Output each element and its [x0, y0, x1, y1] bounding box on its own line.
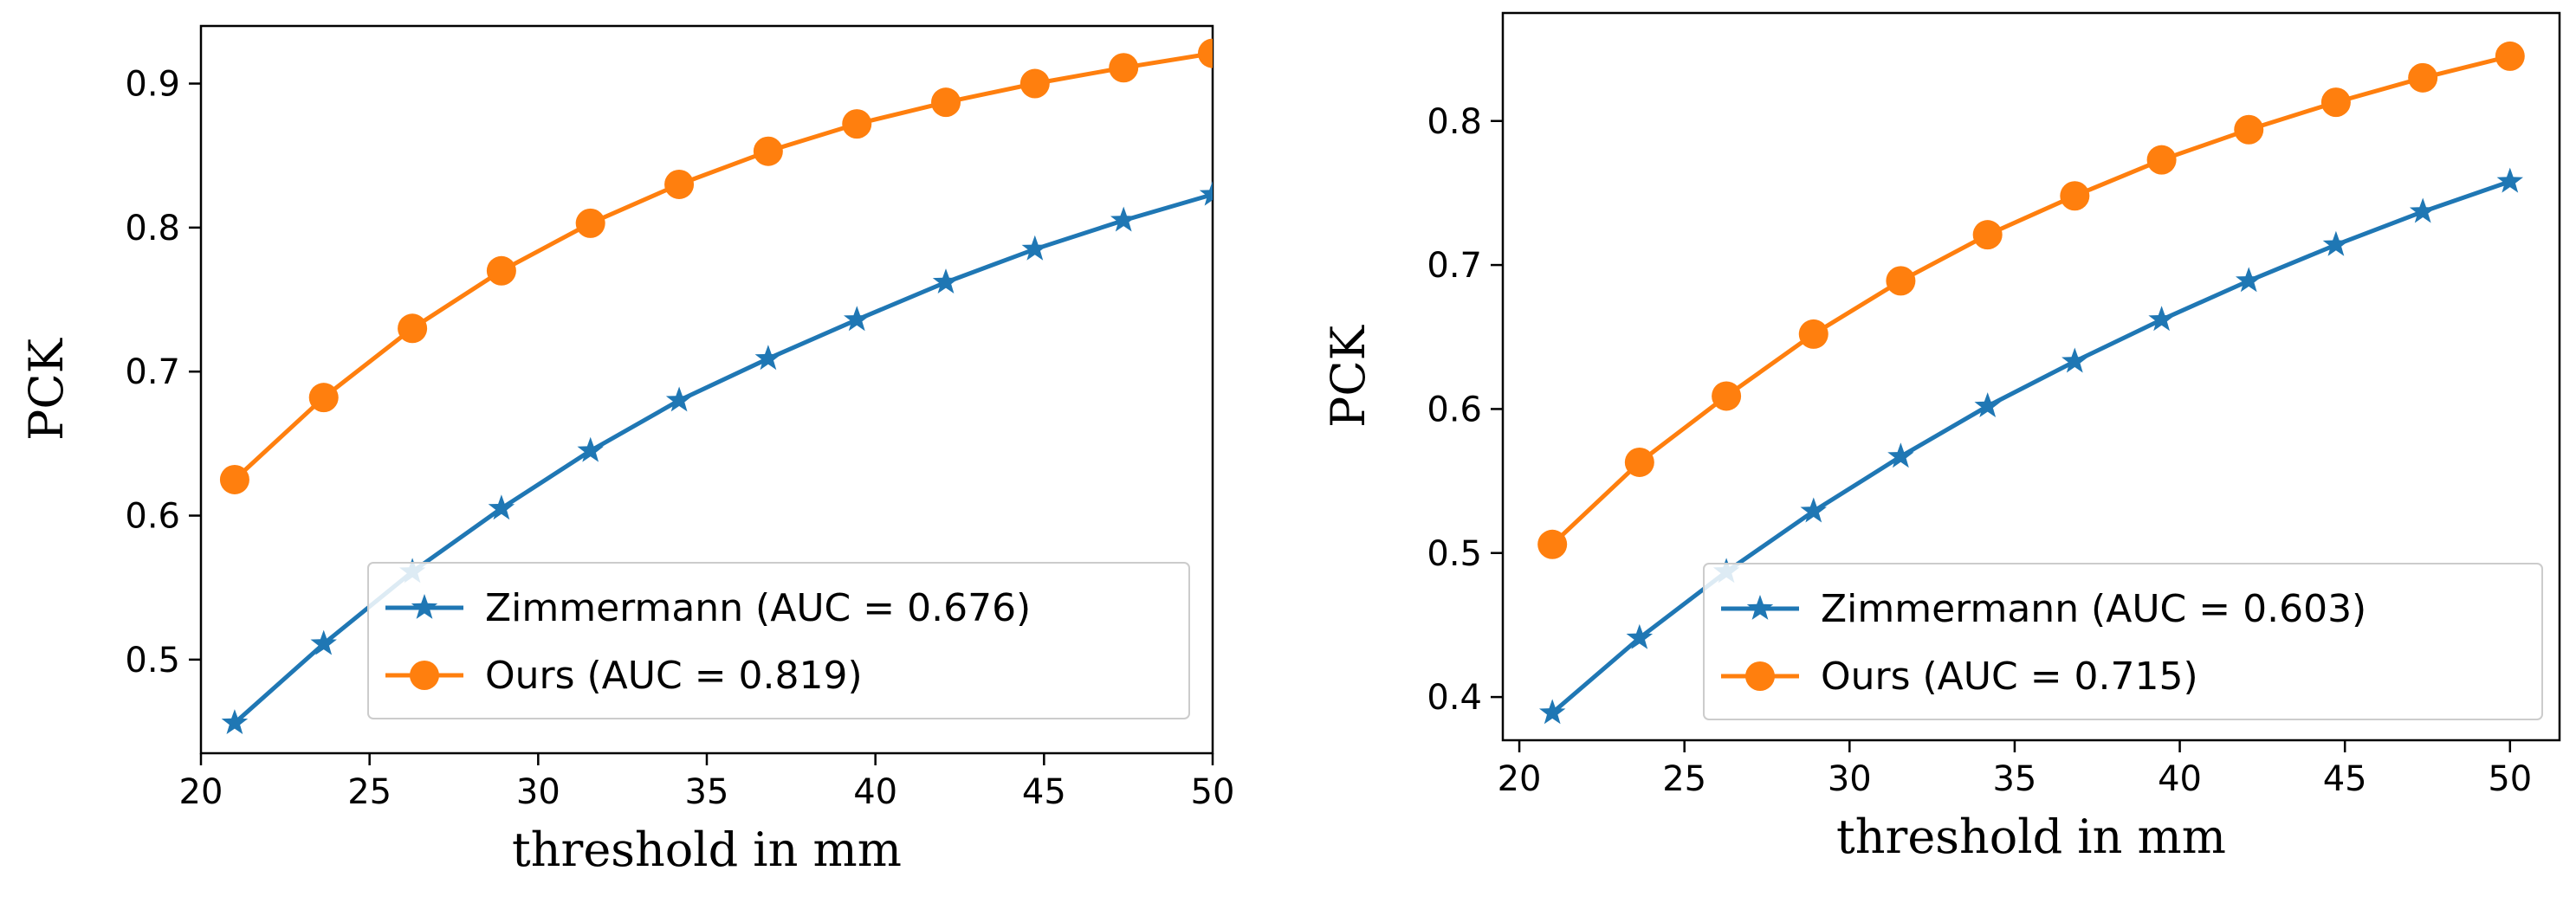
y-tick-label: 0.7 — [125, 352, 180, 392]
data-point-ours — [1537, 529, 1568, 559]
data-point-ours — [753, 136, 783, 166]
data-point-ours — [486, 255, 516, 286]
data-point-ours — [842, 109, 872, 139]
data-point-zimmermann — [221, 709, 249, 734]
x-tick-label: 50 — [1191, 772, 1235, 812]
data-point-zimmermann — [1539, 699, 1566, 725]
legend-entry-label: Ours (AUC = 0.715) — [1821, 655, 2198, 699]
y-tick-label: 0.5 — [1427, 534, 1482, 574]
x-tick-label: 30 — [516, 772, 560, 812]
data-point-ours — [2234, 114, 2264, 145]
plot-frame — [1501, 11, 2561, 742]
x-tick-label: 50 — [2488, 759, 2532, 799]
x-tick-label: 40 — [2158, 759, 2202, 799]
data-point-ours — [1198, 38, 1213, 68]
y-tick-label: 0.4 — [1427, 678, 1482, 718]
x-tick-label: 25 — [347, 772, 392, 812]
x-tick-label: 40 — [853, 772, 897, 812]
data-point-ours — [2060, 181, 2090, 211]
data-point-ours — [2495, 41, 2525, 71]
legend-box — [367, 562, 1190, 719]
legend: Zimmermann (AUC = 0.603) Ours (AUC = 0.71… — [1703, 563, 2543, 720]
chart-panel-1: 20 25 30 35 40 45 50 0.5 0.6 0.7 0.8 0.9 threshold i… — [19, 24, 1235, 877]
data-point-zimmermann — [577, 436, 604, 462]
x-tick-label: 35 — [1992, 759, 2036, 799]
y-tick-label: 0.7 — [1427, 246, 1482, 286]
data-point-ours — [931, 87, 961, 118]
legend-entry-label: Ours (AUC = 0.819) — [485, 654, 863, 698]
data-point-zimmermann — [1800, 497, 1827, 523]
x-tick-label: 25 — [1662, 759, 1706, 799]
y-tick-label: 0.8 — [125, 209, 180, 248]
y-tick-label: 0.6 — [1427, 390, 1482, 429]
x-tick-label: 45 — [1022, 772, 1066, 812]
legend-box — [1703, 563, 2543, 720]
data-point-zimmermann — [665, 386, 693, 412]
x-tick-label: 35 — [685, 772, 729, 812]
data-point-ours — [219, 464, 249, 494]
data-point-zimmermann — [1887, 442, 1914, 468]
legend-entry-label: Zimmermann (AUC = 0.603) — [1821, 587, 2366, 631]
data-point-ours — [308, 383, 339, 413]
data-point-zimmermann — [844, 306, 871, 332]
data-point-zimmermann — [2496, 167, 2523, 193]
x-axis-label: threshold in mm — [512, 822, 902, 877]
data-point-zimmermann — [932, 268, 960, 293]
data-point-ours — [398, 313, 428, 344]
data-point-ours — [1019, 68, 1050, 99]
data-point-zimmermann — [1021, 235, 1048, 261]
data-point-ours — [1886, 266, 1916, 296]
data-point-zimmermann — [1199, 180, 1213, 206]
y-axis-label: PCK — [1321, 324, 1375, 428]
data-point-zimmermann — [2409, 197, 2437, 223]
y-tick-label: 0.9 — [125, 65, 180, 105]
data-point-zimmermann — [1974, 392, 2001, 417]
y-tick-label: 0.5 — [125, 641, 180, 680]
data-point-ours — [664, 169, 695, 199]
y-tick-label: 0.8 — [1427, 102, 1482, 142]
data-point-zimmermann — [1626, 623, 1654, 649]
legend-marker-star — [411, 594, 438, 619]
y-tick-label: 0.6 — [125, 497, 180, 537]
series-line-ours — [233, 51, 1213, 481]
legend-entry-label: Zimmermann (AUC = 0.676) — [485, 586, 1031, 630]
legend-marker-circle — [1745, 661, 1775, 691]
data-point-ours — [1624, 447, 1654, 477]
legend: Zimmermann (AUC = 0.676) Ours (AUC = 0.81… — [367, 562, 1190, 719]
chart-panel-2: 20 25 30 35 40 45 50 0.4 0.5 0.6 0.7 0.8 threshold i… — [1321, 11, 2561, 864]
data-point-ours — [2320, 87, 2351, 118]
data-point-ours — [1712, 381, 1742, 411]
data-point-zimmermann — [2322, 230, 2350, 256]
data-point-zimmermann — [2148, 306, 2175, 332]
data-point-zimmermann — [2061, 347, 2088, 373]
x-tick-label: 20 — [1498, 759, 1542, 799]
data-point-ours — [575, 208, 605, 238]
data-point-zimmermann — [1110, 206, 1137, 232]
data-point-zimmermann — [488, 494, 515, 520]
data-point-ours — [1972, 220, 2003, 250]
legend-marker-star — [1746, 595, 1774, 620]
legend-marker-circle — [410, 661, 439, 690]
data-point-ours — [2146, 145, 2177, 175]
data-point-zimmermann — [310, 629, 337, 655]
x-axis-label: threshold in mm — [1836, 809, 2226, 864]
data-point-zimmermann — [754, 345, 782, 371]
x-tick-label: 30 — [1828, 759, 1872, 799]
data-point-ours — [1109, 53, 1139, 83]
series-line-ours — [1550, 54, 2511, 546]
x-tick-label: 45 — [2323, 759, 2367, 799]
data-point-ours — [1798, 319, 1828, 349]
y-axis-label: PCK — [19, 337, 74, 441]
data-point-ours — [2408, 62, 2438, 93]
data-point-zimmermann — [2236, 267, 2262, 293]
x-tick-label: 20 — [179, 772, 223, 812]
